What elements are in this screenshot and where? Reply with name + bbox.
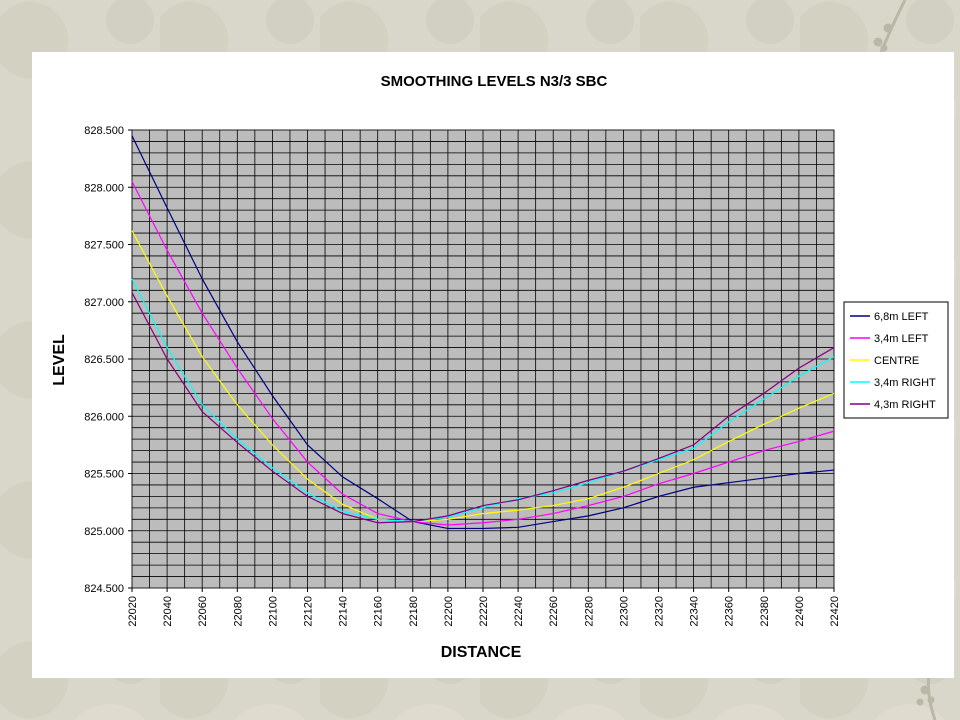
y-tick-label: 826.000 [84, 411, 124, 423]
x-tick-label: 22420 [829, 596, 841, 627]
x-tick-label: 22160 [373, 596, 385, 627]
y-tick-label: 825.000 [84, 526, 124, 538]
x-tick-label: 22020 [127, 596, 139, 627]
x-tick-label: 22100 [267, 596, 279, 627]
grid-lines [131, 129, 835, 589]
x-axis-ticks: 22020 22040 22060 22080 22100 22120 22140 22160… [127, 588, 841, 627]
x-tick-label: 22240 [513, 596, 525, 627]
legend: 6,8m LEFT 3,4m LEFT CENTRE 3,4m RIGHT 4,3m R… [843, 301, 949, 419]
legend-label: 3,4m RIGHT [874, 377, 936, 389]
x-tick-label: 22060 [197, 596, 209, 627]
series-line-3-4m-left [131, 181, 835, 526]
line-chart: SMOOTHING LEVELS N3/3 SBC 824.500 825.000… [51, 73, 949, 661]
x-tick-label: 22340 [689, 596, 701, 627]
y-axis-title: LEVEL [51, 334, 68, 386]
legend-label: 3,4m LEFT [874, 333, 929, 345]
series-line-3-4m-right [131, 278, 835, 523]
chart-title: SMOOTHING LEVELS N3/3 SBC [381, 73, 608, 90]
series-line-centre [131, 230, 835, 523]
x-tick-label: 22140 [338, 596, 350, 627]
legend-label: 6,8m LEFT [874, 311, 929, 323]
y-tick-label: 827.500 [84, 240, 124, 252]
y-tick-label: 824.500 [84, 583, 124, 595]
series-line-6-8m-left [131, 135, 835, 530]
x-tick-label: 22300 [618, 596, 630, 627]
x-tick-label: 22180 [408, 596, 420, 627]
x-tick-label: 22120 [303, 596, 315, 627]
y-axis-ticks: 824.500 825.000 825.500 826.000 826.500 827.0… [84, 125, 132, 595]
chart-panel: SMOOTHING LEVELS N3/3 SBC 824.500 825.000… [32, 52, 954, 678]
y-tick-label: 825.500 [84, 469, 124, 481]
x-tick-label: 22260 [548, 596, 560, 627]
x-tick-label: 22200 [443, 596, 455, 627]
x-tick-label: 22080 [232, 596, 244, 627]
x-tick-label: 22040 [162, 596, 174, 627]
y-tick-label: 826.500 [84, 354, 124, 366]
series-line-4-3m-right [131, 292, 835, 524]
y-tick-label: 827.000 [84, 297, 124, 309]
legend-label: CENTRE [874, 355, 919, 367]
series-lines [131, 135, 835, 530]
x-tick-label: 22280 [583, 596, 595, 627]
x-tick-label: 22220 [478, 596, 490, 627]
x-tick-label: 22400 [794, 596, 806, 627]
y-tick-label: 828.500 [84, 125, 124, 137]
x-tick-label: 22360 [724, 596, 736, 627]
legend-label: 4,3m RIGHT [874, 399, 936, 411]
x-tick-label: 22380 [759, 596, 771, 627]
x-axis-title: DISTANCE [441, 644, 522, 661]
y-tick-label: 828.000 [84, 182, 124, 194]
x-tick-label: 22320 [654, 596, 666, 627]
